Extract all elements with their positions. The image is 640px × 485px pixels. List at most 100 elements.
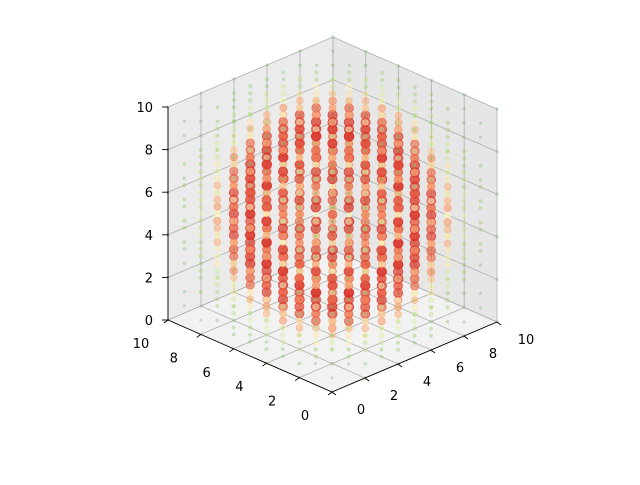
data-point	[363, 92, 368, 96]
data-point	[198, 154, 204, 160]
data-point	[313, 197, 319, 203]
data-point	[294, 195, 305, 206]
data-point	[213, 195, 222, 204]
data-point	[278, 202, 288, 212]
x-tick	[331, 391, 337, 396]
data-point	[394, 275, 402, 283]
x-tick	[496, 321, 502, 326]
data-point	[329, 289, 335, 296]
data-point	[428, 297, 434, 303]
data-point	[343, 145, 354, 156]
data-point	[246, 288, 254, 296]
data-point	[247, 317, 253, 324]
data-point	[330, 262, 334, 266]
data-point	[264, 105, 270, 111]
data-point	[345, 331, 353, 339]
data-point	[214, 168, 220, 174]
data-point	[462, 149, 467, 154]
data-point	[298, 91, 302, 96]
data-point	[294, 124, 305, 135]
y-tick-label: 10	[133, 337, 150, 352]
data-point	[279, 111, 287, 118]
data-point	[215, 148, 220, 152]
data-point	[277, 223, 288, 234]
data-point	[215, 119, 220, 124]
data-point	[280, 141, 285, 146]
data-point	[329, 268, 335, 275]
y-axis-line	[167, 319, 333, 393]
data-point	[329, 346, 335, 353]
data-point	[444, 254, 451, 261]
data-point	[232, 77, 236, 81]
data-point	[396, 105, 402, 111]
data-point	[478, 206, 483, 211]
data-point	[411, 303, 419, 311]
data-point	[214, 189, 220, 196]
data-point	[412, 92, 417, 97]
data-point	[395, 325, 401, 332]
data-point	[445, 127, 450, 133]
data-point	[294, 173, 305, 184]
data-point	[362, 90, 369, 98]
data-point	[411, 133, 419, 141]
data-point	[314, 70, 319, 75]
data-point	[395, 333, 401, 339]
data-point	[347, 63, 351, 68]
data-point	[411, 289, 418, 297]
data-point	[198, 239, 204, 245]
data-point	[396, 340, 400, 345]
data-point	[264, 332, 270, 338]
data-point	[262, 124, 271, 134]
data-point	[330, 177, 334, 181]
data-point	[380, 98, 385, 104]
data-point	[346, 234, 351, 238]
data-point	[182, 225, 187, 230]
data-point	[378, 98, 385, 105]
data-point	[264, 77, 269, 82]
data-point	[231, 325, 236, 330]
y-tick	[196, 334, 202, 338]
data-point	[330, 84, 336, 90]
data-point	[214, 210, 221, 217]
data-point	[363, 84, 369, 90]
data-point	[344, 103, 354, 113]
data-point	[313, 347, 318, 352]
data-point	[427, 218, 435, 226]
data-point	[263, 296, 270, 303]
data-point	[429, 156, 433, 161]
data-point	[360, 231, 370, 241]
data-point	[312, 303, 320, 311]
data-point	[344, 309, 354, 319]
data-point	[297, 361, 302, 366]
data-point	[312, 339, 319, 346]
data-point	[214, 154, 220, 160]
data-point	[214, 147, 221, 153]
data-point	[279, 182, 287, 190]
data-point	[345, 197, 352, 203]
data-point	[331, 49, 335, 53]
data-point	[328, 153, 337, 162]
data-point	[230, 196, 237, 203]
data-point	[214, 175, 221, 182]
data-point	[231, 332, 236, 337]
data-point	[378, 261, 385, 268]
data-point	[396, 134, 401, 139]
data-point	[361, 104, 370, 112]
data-point	[344, 260, 353, 269]
data-point	[344, 281, 353, 290]
data-point	[428, 177, 434, 183]
data-point	[311, 239, 320, 247]
x-tick	[430, 349, 436, 354]
data-point	[427, 197, 435, 204]
data-point	[395, 98, 402, 105]
data-point	[330, 163, 334, 167]
data-point	[461, 212, 467, 219]
data-point	[296, 346, 302, 352]
data-point	[182, 240, 187, 244]
data-point	[445, 291, 450, 296]
data-point	[360, 124, 371, 135]
data-point	[215, 275, 220, 280]
data-point	[313, 176, 318, 181]
data-point	[330, 347, 334, 351]
data-point	[232, 91, 236, 95]
